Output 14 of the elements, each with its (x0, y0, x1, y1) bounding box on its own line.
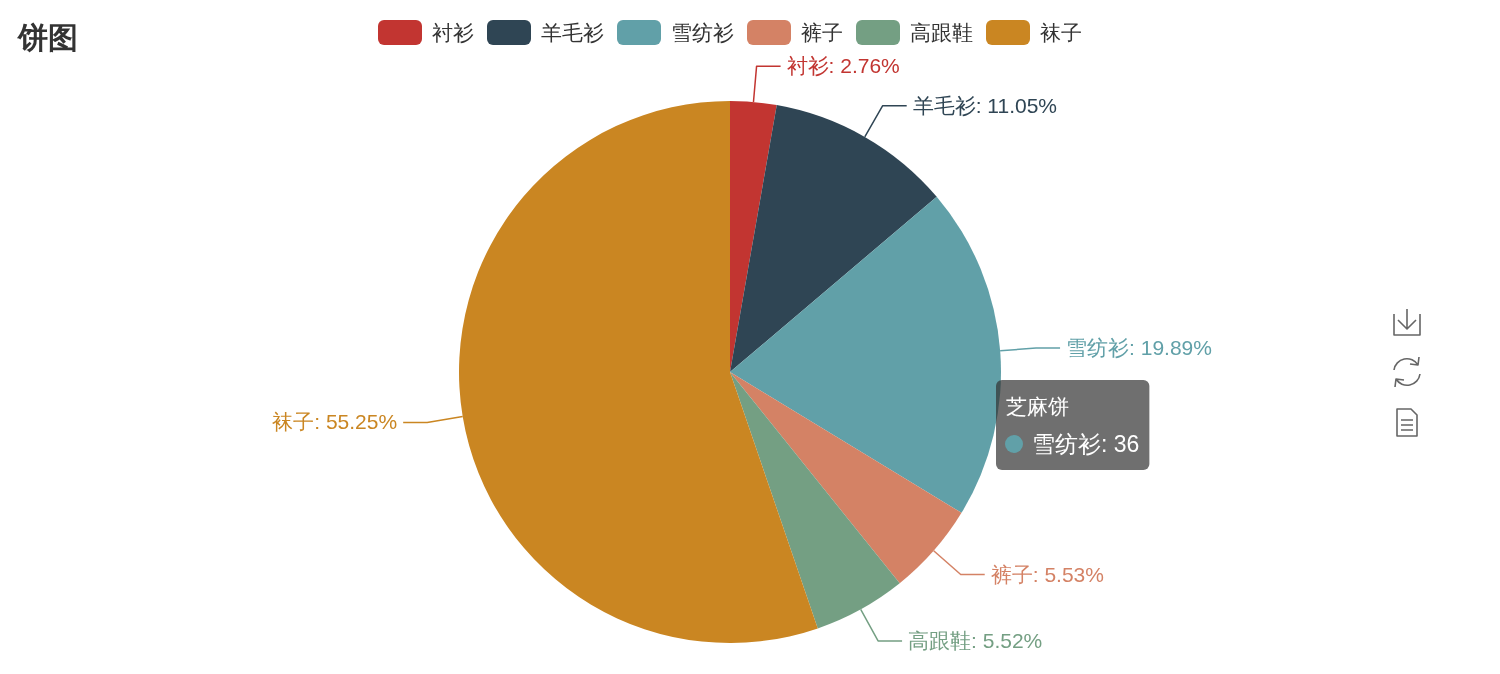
data-label: 羊毛衫: 11.05% (912, 93, 1058, 117)
legend-label: 衬衫 (432, 21, 474, 44)
legend-label: 羊毛衫 (541, 21, 604, 44)
legend-label: 裤子 (801, 21, 843, 44)
tooltip: 芝麻饼 雪纺衫: 36 (996, 380, 1150, 470)
data-label: 高跟鞋: 5.52% (908, 628, 1043, 652)
data-label: 袜子: 55.25% (272, 410, 398, 434)
data-label: 雪纺衫: 19.89% (1066, 336, 1212, 360)
legend-label: 袜子 (1040, 21, 1082, 44)
chart-title: 饼图 (16, 21, 78, 54)
data-label: 裤子: 5.53% (990, 562, 1104, 586)
legend-label: 高跟鞋 (910, 21, 973, 44)
legend-label: 雪纺衫 (671, 21, 734, 44)
data-label: 衬衫: 2.76% (786, 54, 900, 78)
